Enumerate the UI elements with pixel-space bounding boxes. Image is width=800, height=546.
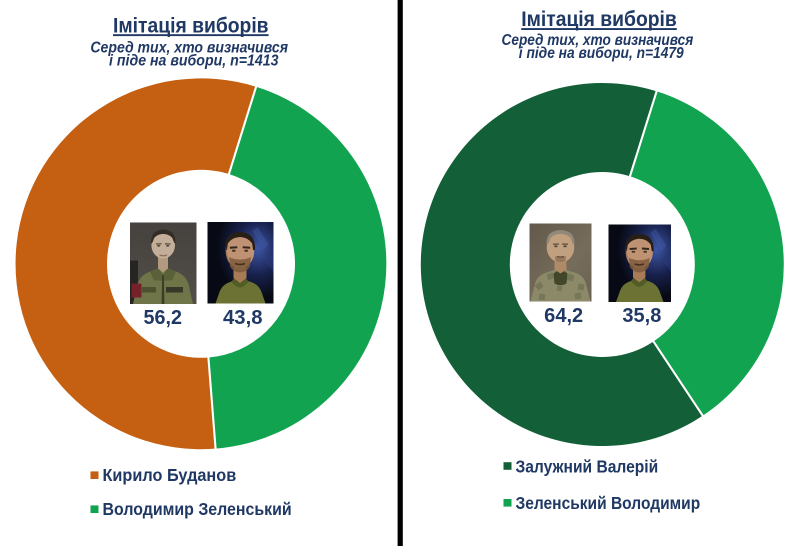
svg-text:Серед тих, хто визначився: Серед тих, хто визначився bbox=[502, 32, 694, 49]
svg-text:56,2: 56,2 bbox=[144, 307, 183, 329]
svg-text:Зеленський Володимир: Зеленський Володимир bbox=[516, 493, 701, 513]
svg-text:Імітація виборів: Імітація виборів bbox=[521, 7, 677, 31]
svg-text:Залужний Валерій: Залужний Валерій bbox=[516, 456, 659, 476]
svg-text:Імітація виборів: Імітація виборів bbox=[113, 13, 268, 37]
svg-text:і піде на вибори, n=1413: і піде на вибори, n=1413 bbox=[109, 53, 279, 70]
svg-text:Серед тих, хто визначився: Серед тих, хто визначився bbox=[90, 40, 288, 57]
svg-text:35,8: 35,8 bbox=[622, 305, 661, 327]
svg-text:і піде на вибори, n=1479: і піде на вибори, n=1479 bbox=[519, 45, 684, 62]
svg-text:43,8: 43,8 bbox=[223, 307, 263, 329]
svg-text:Кирило Буданов: Кирило Буданов bbox=[103, 465, 237, 485]
svg-text:Володимир Зеленський: Володимир Зеленський bbox=[103, 499, 292, 519]
svg-text:64,2: 64,2 bbox=[544, 305, 583, 327]
